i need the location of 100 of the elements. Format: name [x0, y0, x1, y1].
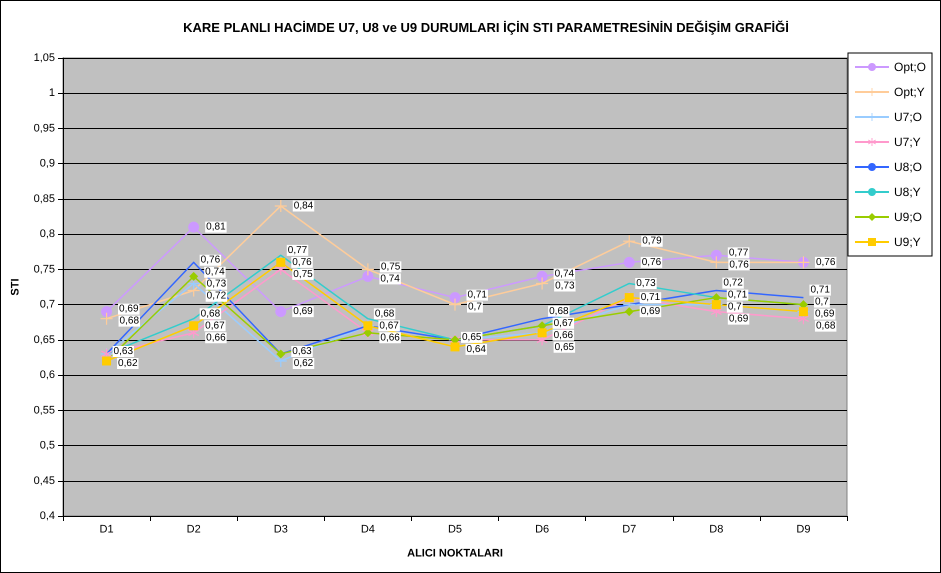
point [624, 256, 635, 268]
data-label: 0,71 [728, 290, 748, 301]
data-label: 0,66 [206, 332, 226, 344]
data-label: 0,7 [814, 296, 830, 308]
y-tick-label: 0,65 [34, 334, 55, 346]
point [100, 312, 113, 325]
point [710, 256, 722, 268]
data-label: 0,67 [379, 320, 400, 332]
data-label: 0,68 [200, 308, 221, 320]
data-label: 0,77 [728, 247, 749, 258]
y-tick-label: 0,45 [34, 474, 55, 487]
data-label: 0,63 [114, 346, 134, 357]
point [450, 292, 460, 304]
data-label: 0,69 [293, 306, 314, 318]
x-tick-label: D7 [622, 524, 636, 536]
x-tick-label: D6 [535, 524, 550, 536]
data-label: 0,71 [810, 284, 830, 296]
data-label: 0,7 [728, 302, 742, 313]
legend-label: U8;Y [894, 185, 921, 199]
data-label: 0,65 [554, 342, 575, 353]
data-label: 0,74 [205, 266, 226, 278]
y-tick-label: 1,05 [34, 52, 55, 64]
data-label: 0,67 [205, 320, 226, 332]
data-label: 0,71 [640, 292, 661, 304]
x-tick-label: D8 [709, 524, 724, 536]
data-label: 0,69 [728, 314, 749, 325]
data-label: 0,69 [814, 308, 835, 320]
legend-label: U9;O [894, 210, 922, 224]
data-label: 0,62 [294, 358, 314, 369]
data-label: 0,74 [554, 268, 575, 280]
data-label: 0,72 [206, 290, 227, 302]
data-label: 0,68 [816, 320, 836, 332]
data-label: 0,75 [380, 261, 401, 272]
legend-label: U8;O [894, 160, 922, 174]
data-label: 0,76 [642, 256, 662, 268]
legend-label: Opt;Y [894, 85, 925, 99]
y-tick-label: 0,6 [40, 369, 55, 382]
point [536, 270, 548, 282]
point [623, 235, 636, 248]
point [276, 349, 286, 358]
data-label: 0,67 [554, 318, 574, 329]
y-tick-label: 0,95 [34, 122, 55, 134]
data-label: 0,66 [380, 332, 400, 344]
data-label: 0,73 [206, 278, 227, 290]
data-label: 0,77 [288, 244, 308, 256]
data-label: 0,74 [380, 273, 400, 284]
legend-label: U7;O [894, 110, 922, 124]
y-tick-label: 0,55 [34, 404, 55, 416]
legend-label: U9;Y [894, 235, 921, 249]
point [189, 321, 198, 330]
point [275, 306, 286, 318]
y-tick-label: 1 [48, 87, 55, 100]
x-axis-title: ALICI NOKTALARI [407, 548, 503, 560]
point [362, 270, 374, 282]
data-label: 0,79 [642, 236, 662, 247]
data-label: 0,68 [374, 308, 395, 320]
y-tick-label: 0,4 [40, 510, 55, 522]
point [101, 306, 112, 318]
x-tick-label: D4 [360, 524, 375, 536]
data-label: 0,7 [468, 302, 482, 313]
data-label: 0,75 [293, 268, 314, 280]
data-label: 0,72 [723, 278, 744, 289]
y-tick-label: 0,8 [40, 228, 55, 240]
chart-title: KARE PLANLI HACİMDE U7, U8 ve U9 DURUMLARI İÇİN STI PARAMETRESİNİN DEĞİŞİM GRAFİĞİ [183, 20, 789, 35]
data-label: 0,64 [466, 344, 486, 355]
point [450, 342, 460, 352]
y-tick-label: 0,85 [34, 192, 55, 205]
data-label: 0,73 [636, 278, 656, 289]
point [188, 222, 200, 233]
y-tick-label: 0,75 [34, 263, 55, 276]
y-tick-label: 0,7 [40, 298, 55, 311]
x-tick-label: D5 [448, 524, 462, 536]
data-label: 0,76 [729, 259, 750, 270]
data-label: 0,84 [294, 200, 314, 212]
legend-label: Opt;O [894, 60, 926, 74]
data-label: 0,71 [468, 290, 488, 301]
y-tick-label: 0,5 [40, 440, 55, 452]
point [624, 307, 634, 316]
x-tick-label: D2 [186, 524, 201, 536]
x-tick-label: D3 [274, 524, 288, 536]
point [710, 250, 722, 261]
x-tick-label: D1 [100, 524, 114, 536]
data-label: 0,62 [118, 358, 138, 369]
data-label: 0,73 [555, 280, 576, 292]
x-tick-label: D9 [796, 524, 810, 536]
data-label: 0,69 [640, 306, 661, 318]
legend-label: U7;Y [894, 135, 921, 149]
data-label: 0,68 [120, 316, 140, 327]
point [274, 200, 287, 212]
point [276, 258, 286, 267]
y-tick-label: 0,9 [40, 158, 55, 170]
data-label: 0,76 [292, 256, 312, 268]
data-label: 0,65 [462, 332, 482, 343]
data-label: 0,76 [816, 256, 836, 268]
data-label: 0,66 [554, 330, 574, 341]
data-label: 0,76 [200, 254, 221, 266]
y-axis-title: STI [10, 278, 22, 296]
data-label: 0,68 [549, 306, 570, 317]
point [189, 272, 198, 281]
data-label: 0,63 [292, 346, 312, 357]
